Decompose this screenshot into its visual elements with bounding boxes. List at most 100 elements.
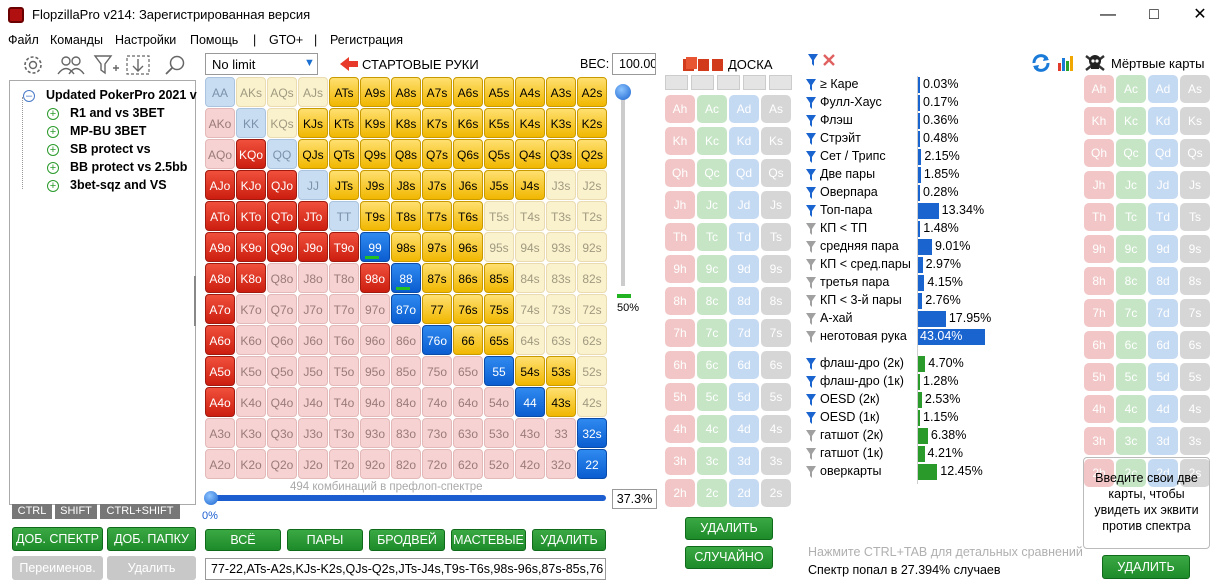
hand-cell-T3s[interactable]: T3s [546,201,576,231]
combo-progress-thumb[interactable] [204,491,218,505]
hand-cell-32o[interactable]: 32o [546,449,576,479]
board-card-Ac[interactable]: Ac [697,95,727,123]
hand-cell-54s[interactable]: 54s [515,356,545,386]
hand-cell-96s[interactable]: 96s [453,232,483,262]
hand-cell-A3s[interactable]: A3s [546,77,576,107]
dead-card-Qd[interactable]: Qd [1148,139,1178,167]
filter-icon[interactable] [806,466,816,478]
hand-cell-KK[interactable]: KK [236,108,266,138]
board-card-Td[interactable]: Td [729,223,759,251]
hand-cell-T2s[interactable]: T2s [577,201,607,231]
board-card-Th[interactable]: Th [665,223,695,251]
dead-card-Kd[interactable]: Kd [1148,107,1178,135]
dead-card-Qc[interactable]: Qc [1116,139,1146,167]
board-card-Ks[interactable]: Ks [761,127,791,155]
board-card-2c[interactable]: 2c [697,479,727,507]
hand-cell-J4s[interactable]: J4s [515,170,545,200]
board-card-8d[interactable]: 8d [729,287,759,315]
hand-cell-T6o[interactable]: T6o [329,325,359,355]
menu-file[interactable]: Файл [8,33,39,47]
board-card-5s[interactable]: 5s [761,383,791,411]
range-text-input[interactable]: 77-22,ATs-A2s,KJs-K2s,QJs-Q2s,JTs-J4s,T9… [205,558,606,580]
board-random-button[interactable]: СЛУЧАЙНО [685,546,773,569]
board-card-2s[interactable]: 2s [761,479,791,507]
delete-range-button[interactable]: Удалить [107,556,196,580]
filter-icon[interactable] [806,448,816,460]
dead-card-4d[interactable]: 4d [1148,395,1178,423]
dead-card-3s[interactable]: 3s [1180,427,1210,455]
hand-cell-Q6o[interactable]: Q6o [267,325,297,355]
dead-card-4h[interactable]: 4h [1084,395,1114,423]
hand-cell-J9o[interactable]: J9o [298,232,328,262]
dead-card-5d[interactable]: 5d [1148,363,1178,391]
tree-item-r1[interactable]: R1 and vs 3BET [70,106,165,120]
board-card-9s[interactable]: 9s [761,255,791,283]
hand-cell-84s[interactable]: 84s [515,263,545,293]
hand-cell-32s[interactable]: 32s [577,418,607,448]
filter-icon[interactable] [806,430,816,442]
move-down-icon[interactable] [125,54,155,76]
board-card-As[interactable]: As [761,95,791,123]
board-card-Js[interactable]: Js [761,191,791,219]
dead-card-As[interactable]: As [1180,75,1210,103]
hand-cell-J2o[interactable]: J2o [298,449,328,479]
weight-slider-thumb[interactable] [615,84,631,100]
board-card-Qh[interactable]: Qh [665,159,695,187]
dead-card-Kh[interactable]: Kh [1084,107,1114,135]
dead-card-Tc[interactable]: Tc [1116,203,1146,231]
hand-cell-K3o[interactable]: K3o [236,418,266,448]
search-icon[interactable] [163,54,189,76]
gear-icon[interactable] [20,54,46,76]
limit-select[interactable]: No limit ▼ [205,53,318,75]
hand-cell-A3o[interactable]: A3o [205,418,235,448]
hand-cell-J5s[interactable]: J5s [484,170,514,200]
board-card-4h[interactable]: 4h [665,415,695,443]
hand-cell-66[interactable]: 66 [453,325,483,355]
hand-cell-Q2s[interactable]: Q2s [577,139,607,169]
board-card-9d[interactable]: 9d [729,255,759,283]
hand-cell-A4s[interactable]: A4s [515,77,545,107]
hand-cell-85s[interactable]: 85s [484,263,514,293]
hand-cell-K5o[interactable]: K5o [236,356,266,386]
dead-card-5h[interactable]: 5h [1084,363,1114,391]
hand-cell-AJo[interactable]: AJo [205,170,235,200]
hand-cell-TT[interactable]: TT [329,201,359,231]
hand-cell-K7s[interactable]: K7s [422,108,452,138]
dead-card-3d[interactable]: 3d [1148,427,1178,455]
tree-item-3bet[interactable]: 3bet-sqz and VS [70,178,167,192]
board-card-Kd[interactable]: Kd [729,127,759,155]
board-card-Kc[interactable]: Kc [697,127,727,155]
dead-card-8c[interactable]: 8c [1116,267,1146,295]
hand-cell-T3o[interactable]: T3o [329,418,359,448]
hand-cell-J3s[interactable]: J3s [546,170,576,200]
filter-icon[interactable] [806,376,816,388]
arrow-left-icon[interactable] [339,56,359,72]
board-card-6d[interactable]: 6d [729,351,759,379]
hand-cell-K2o[interactable]: K2o [236,449,266,479]
hand-cell-T8s[interactable]: T8s [391,201,421,231]
close-icon[interactable] [822,53,836,67]
hand-cell-86s[interactable]: 86s [453,263,483,293]
tree-item-sb[interactable]: SB protect vs [70,142,151,156]
dead-card-Qh[interactable]: Qh [1084,139,1114,167]
filter-icon[interactable] [806,151,816,163]
board-card-Qd[interactable]: Qd [729,159,759,187]
clear-grid-button[interactable]: УДАЛИТЬ [532,529,606,551]
hand-cell-77[interactable]: 77 [422,294,452,324]
maximize-button[interactable]: □ [1149,6,1159,23]
expand-icon[interactable]: + [47,108,59,120]
hand-cell-A8o[interactable]: A8o [205,263,235,293]
hand-cell-A6s[interactable]: A6s [453,77,483,107]
hand-cell-63o[interactable]: 63o [453,418,483,448]
hand-cell-95o[interactable]: 95o [360,356,390,386]
dead-card-Js[interactable]: Js [1180,171,1210,199]
board-card-4c[interactable]: 4c [697,415,727,443]
hand-cell-AJs[interactable]: AJs [298,77,328,107]
board-card-4d[interactable]: 4d [729,415,759,443]
dead-card-2h[interactable]: 2h [1084,459,1114,487]
hand-cell-43o[interactable]: 43o [515,418,545,448]
hand-cell-62o[interactable]: 62o [453,449,483,479]
dead-card-8s[interactable]: 8s [1180,267,1210,295]
hand-cell-44[interactable]: 44 [515,387,545,417]
filter-icon[interactable] [806,358,816,370]
